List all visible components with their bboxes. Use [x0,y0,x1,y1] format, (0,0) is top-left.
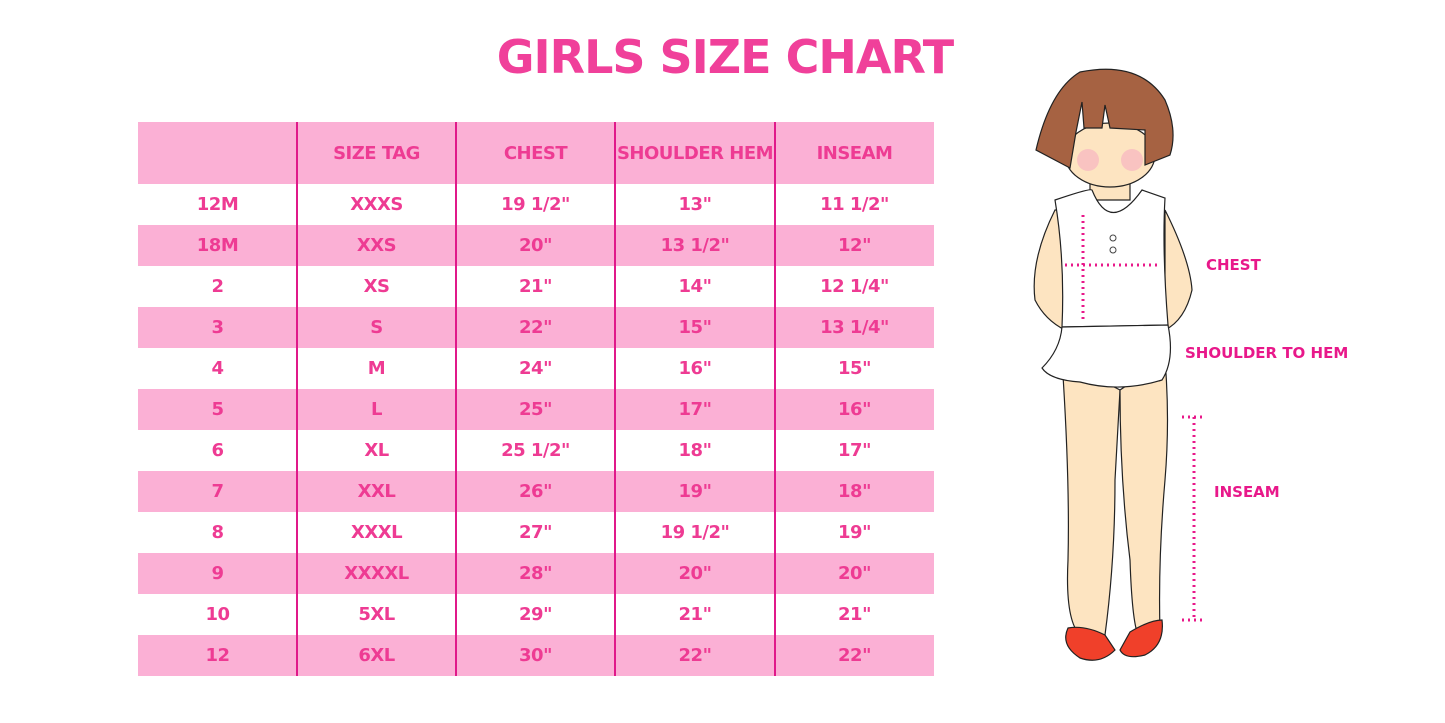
table-cell: 22" [838,645,871,666]
table-cell: 2 [211,276,224,297]
table-cell: 18M [196,235,239,256]
column-divider [614,122,616,676]
table-row: 18M XXS 20" 13 1/2" 12" [138,225,934,266]
table-row: 10 5XL 29" 21" 21" [138,594,934,635]
table-cell: 7 [211,481,224,502]
inseam-label: INSEAM [1214,483,1280,501]
table-cell: 13" [678,194,712,215]
girl-figure-icon [1033,68,1202,661]
girl-measurement-illustration: CHEST SHOULDER TO HEM INSEAM [1020,60,1380,670]
table-cell: 20" [678,563,712,584]
table-cell: 30" [519,645,552,666]
table-cell: 21" [678,604,712,625]
table-header-row: SIZE TAG CHEST SHOULDER HEM INSEAM [138,122,934,184]
table-cell: XXS [356,235,397,256]
table-cell: 13 1/4" [820,317,889,338]
table-row: 9 XXXXL 28" 20" 20" [138,553,934,594]
table-cell: 25 1/2" [501,440,570,461]
table-cell: 12 1/4" [820,276,889,297]
table-cell: 14" [678,276,712,297]
table-cell: 19 1/2" [660,522,730,543]
table-cell: 5XL [358,604,395,625]
table-cell: 22" [678,645,712,666]
table-cell: 21" [519,276,552,297]
table-cell: M [367,358,386,379]
table-row: 6 XL 25 1/2" 18" 17" [138,430,934,471]
table-cell: 25" [519,399,552,420]
header-cell: SIZE TAG [333,142,420,164]
table-cell: 26" [519,481,552,502]
chest-label: CHEST [1206,256,1261,274]
column-divider [296,122,298,676]
table-cell: 12M [196,194,239,215]
table-row: 12 6XL 30" 22" 22" [138,635,934,676]
table-cell: 18" [838,481,871,502]
table-cell: 22" [519,317,552,338]
table-cell: XXXXL [344,563,409,584]
table-cell: 19" [838,522,871,543]
header-cell: SHOULDER HEM [616,142,774,164]
table-cell: 5 [211,399,224,420]
table-cell: XS [363,276,390,297]
table-cell: XXXS [350,194,403,215]
table-cell: L [371,399,382,420]
table-row: 5 L 25" 17" 16" [138,389,934,430]
size-table: SIZE TAG CHEST SHOULDER HEM INSEAM 12M XX… [138,122,934,676]
table-cell: 20" [519,235,552,256]
table-row: 12M XXXS 19 1/2" 13" 11 1/2" [138,184,934,225]
table-cell: 12" [838,235,871,256]
shoulder-to-hem-label: SHOULDER TO HEM [1185,344,1349,362]
table-cell: 19" [678,481,712,502]
table-cell: 15" [838,358,871,379]
header-cell: INSEAM [816,142,893,164]
table-cell: S [370,317,383,338]
table-row: 3 S 22" 15" 13 1/4" [138,307,934,348]
table-cell: 15" [678,317,712,338]
column-divider [774,122,776,676]
page-title: GIRLS SIZE CHART [496,30,954,84]
table-cell: 13 1/2" [660,235,730,256]
table-cell: 9 [211,563,224,584]
header-cell [138,122,297,184]
table-cell: 21" [838,604,871,625]
table-row: 2 XS 21" 14" 12 1/4" [138,266,934,307]
header-cell: CHEST [503,142,568,164]
table-cell: 11 1/2" [820,194,889,215]
table-cell: 8 [211,522,224,543]
table-cell: 16" [838,399,871,420]
table-cell: XXL [357,481,396,502]
table-cell: 12 [205,645,230,666]
table-cell: 17" [838,440,871,461]
table-cell: 19 1/2" [501,194,570,215]
table-cell: 3 [211,317,224,338]
table-cell: 6 [211,440,224,461]
table-cell: 16" [678,358,712,379]
table-cell: 28" [519,563,552,584]
column-divider [455,122,457,676]
table-cell: 6XL [358,645,395,666]
table-cell: 24" [519,358,552,379]
table-cell: 29" [519,604,552,625]
table-cell: 20" [838,563,871,584]
table-row: 8 XXXL 27" 19 1/2" 19" [138,512,934,553]
table-cell: 17" [678,399,712,420]
table-cell: XL [364,440,389,461]
table-cell: 18" [678,440,712,461]
table-cell: 4 [211,358,224,379]
table-cell: 27" [519,522,552,543]
table-cell: 10 [205,604,230,625]
table-row: 7 XXL 26" 19" 18" [138,471,934,512]
table-row: 4 M 24" 16" 15" [138,348,934,389]
table-cell: XXXL [350,522,403,543]
